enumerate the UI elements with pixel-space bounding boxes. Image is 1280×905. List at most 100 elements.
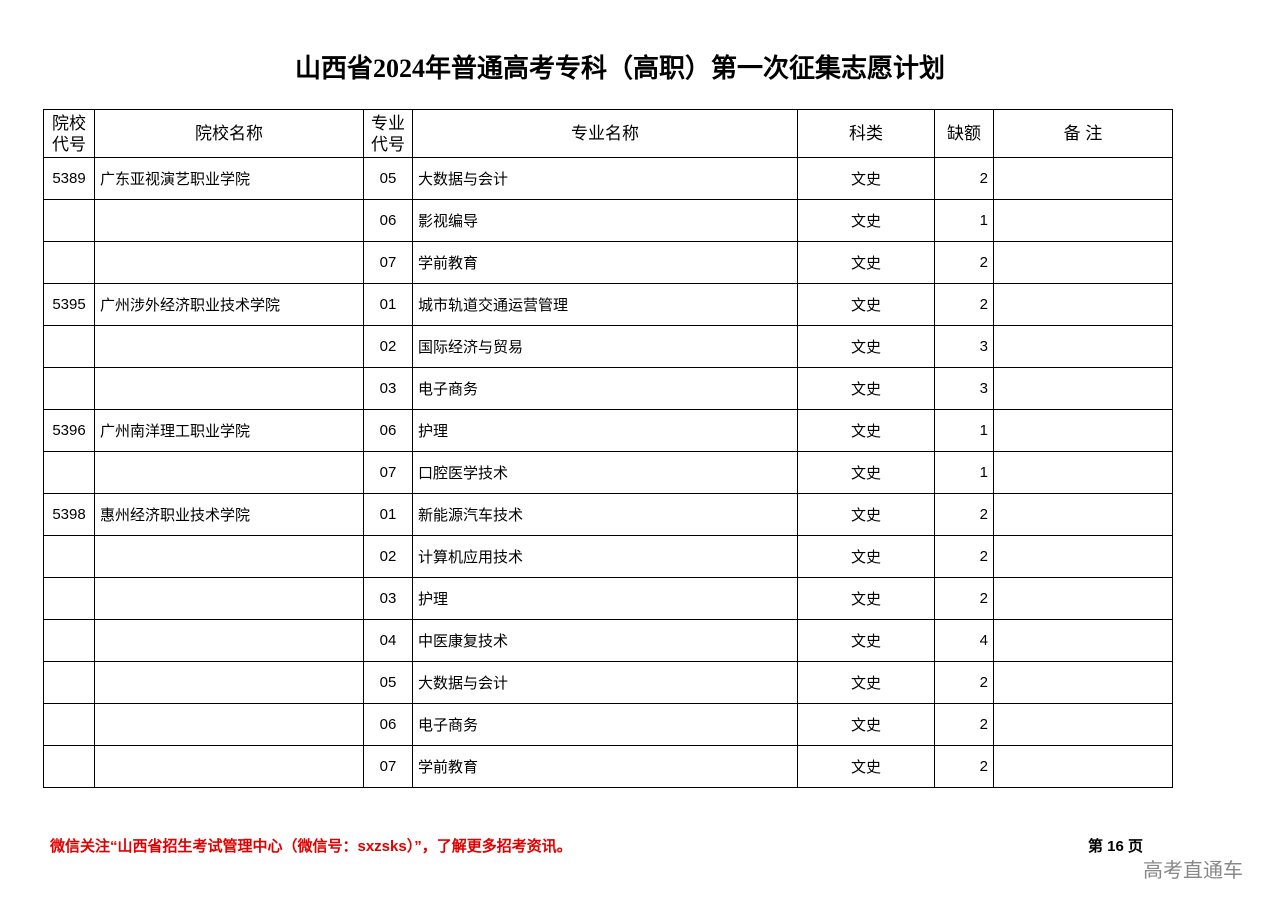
school-name: 广州南洋理工职业学院 bbox=[94, 409, 364, 452]
vacancy: 2 bbox=[934, 157, 994, 200]
table-row: 5396 广州南洋理工职业学院 06 护理 文史 1 bbox=[43, 409, 1173, 452]
remark bbox=[993, 493, 1173, 536]
school-name bbox=[94, 703, 364, 746]
school-name: 惠州经济职业技术学院 bbox=[94, 493, 364, 536]
school-name bbox=[94, 745, 364, 788]
subject-type: 文史 bbox=[797, 241, 935, 284]
school-code bbox=[43, 451, 95, 494]
column-header: 缺额 bbox=[934, 109, 994, 158]
vacancy: 2 bbox=[934, 703, 994, 746]
remark bbox=[993, 325, 1173, 368]
table-row: 04 中医康复技术 文史 4 bbox=[43, 619, 1173, 662]
school-code: 5396 bbox=[43, 409, 95, 452]
major-name: 学前教育 bbox=[412, 745, 798, 788]
subject-type: 文史 bbox=[797, 199, 935, 242]
remark bbox=[993, 157, 1173, 200]
major-name: 影视编导 bbox=[412, 199, 798, 242]
column-header-line: 代号 bbox=[52, 134, 86, 154]
remark bbox=[993, 577, 1173, 620]
school-name bbox=[94, 661, 364, 704]
major-code: 06 bbox=[363, 199, 413, 242]
major-code: 04 bbox=[363, 619, 413, 662]
title: 山西省2024年普通高考专科（高职）第一次征集志愿计划 bbox=[294, 54, 945, 83]
major-code: 07 bbox=[363, 451, 413, 494]
major-name: 学前教育 bbox=[412, 241, 798, 284]
major-name: 计算机应用技术 bbox=[412, 535, 798, 578]
subject-type: 文史 bbox=[797, 157, 935, 200]
column-header-line: 专业 bbox=[371, 113, 405, 133]
school-code bbox=[43, 661, 95, 704]
subject-type: 文史 bbox=[797, 451, 935, 494]
header-row: 院校 代号 院校名称 专业 代号 专业名称 科类 缺额备 注 bbox=[43, 109, 1173, 158]
table-body: 5389 广东亚视演艺职业学院 05 大数据与会计 文史 2 06 影视编导 文史 1 07 学前教育… bbox=[43, 157, 1173, 788]
school-name bbox=[94, 619, 364, 662]
subject-type: 文史 bbox=[797, 535, 935, 578]
major-name: 中医康复技术 bbox=[412, 619, 798, 662]
vacancy: 1 bbox=[934, 199, 994, 242]
school-code bbox=[43, 367, 95, 410]
remark bbox=[993, 241, 1173, 284]
major-name: 大数据与会计 bbox=[412, 661, 798, 704]
major-code: 01 bbox=[363, 493, 413, 536]
vacancy: 3 bbox=[934, 325, 994, 368]
school-code bbox=[43, 535, 95, 578]
vacancy: 2 bbox=[934, 535, 994, 578]
major-code: 06 bbox=[363, 703, 413, 746]
column-header: 院校名称 bbox=[94, 109, 364, 158]
school-name bbox=[94, 241, 364, 284]
table-row: 02 计算机应用技术 文史 2 bbox=[43, 535, 1173, 578]
page-number: 第 16 页 bbox=[1088, 838, 1144, 855]
school-name bbox=[94, 367, 364, 410]
column-header: 院校 代号 bbox=[43, 109, 95, 158]
subject-type: 文史 bbox=[797, 409, 935, 452]
school-name bbox=[94, 199, 364, 242]
school-code bbox=[43, 577, 95, 620]
major-name: 电子商务 bbox=[412, 703, 798, 746]
major-code: 03 bbox=[363, 367, 413, 410]
table-row: 06 影视编导 文史 1 bbox=[43, 199, 1173, 242]
remark bbox=[993, 745, 1173, 788]
major-code: 06 bbox=[363, 409, 413, 452]
table-row: 07 学前教育 文史 2 bbox=[43, 241, 1173, 284]
major-code: 01 bbox=[363, 283, 413, 326]
vacancy: 1 bbox=[934, 451, 994, 494]
remark bbox=[993, 451, 1173, 494]
subject-type: 文史 bbox=[797, 325, 935, 368]
plan-table: 院校 代号 院校名称 专业 代号 专业名称 科类 缺额备 注 5389 广东亚视演艺职业学院 05… bbox=[43, 109, 1173, 788]
school-code bbox=[43, 745, 95, 788]
remark bbox=[993, 619, 1173, 662]
major-name: 国际经济与贸易 bbox=[412, 325, 798, 368]
footer-notice: 微信关注“山西省招生考试管理中心（微信号：sxzsks）”，了解更多招考资讯。 bbox=[50, 838, 572, 855]
table-row: 5395 广州涉外经济职业技术学院 01 城市轨道交通运营管理 文史 2 bbox=[43, 283, 1173, 326]
table-row: 03 护理 文史 2 bbox=[43, 577, 1173, 620]
column-header-line: 院校 bbox=[52, 113, 86, 133]
school-code: 5389 bbox=[43, 157, 95, 200]
school-code: 5395 bbox=[43, 283, 95, 326]
major-code: 02 bbox=[363, 325, 413, 368]
vacancy: 3 bbox=[934, 367, 994, 410]
major-name: 城市轨道交通运营管理 bbox=[412, 283, 798, 326]
remark bbox=[993, 661, 1173, 704]
school-name bbox=[94, 535, 364, 578]
major-name: 护理 bbox=[412, 577, 798, 620]
vacancy: 2 bbox=[934, 661, 994, 704]
vacancy: 2 bbox=[934, 241, 994, 284]
table-row: 06 电子商务 文史 2 bbox=[43, 703, 1173, 746]
table-row: 5398 惠州经济职业技术学院 01 新能源汽车技术 文史 2 bbox=[43, 493, 1173, 536]
subject-type: 文史 bbox=[797, 367, 935, 410]
table-row: 02 国际经济与贸易 文史 3 bbox=[43, 325, 1173, 368]
school-name: 广东亚视演艺职业学院 bbox=[94, 157, 364, 200]
remark bbox=[993, 409, 1173, 452]
subject-type: 文史 bbox=[797, 661, 935, 704]
remark bbox=[993, 283, 1173, 326]
school-name bbox=[94, 451, 364, 494]
subject-type: 文史 bbox=[797, 577, 935, 620]
subject-type: 文史 bbox=[797, 283, 935, 326]
table-row: 5389 广东亚视演艺职业学院 05 大数据与会计 文史 2 bbox=[43, 157, 1173, 200]
major-code: 05 bbox=[363, 661, 413, 704]
vacancy: 2 bbox=[934, 577, 994, 620]
school-name bbox=[94, 577, 364, 620]
school-name bbox=[94, 325, 364, 368]
major-code: 07 bbox=[363, 745, 413, 788]
